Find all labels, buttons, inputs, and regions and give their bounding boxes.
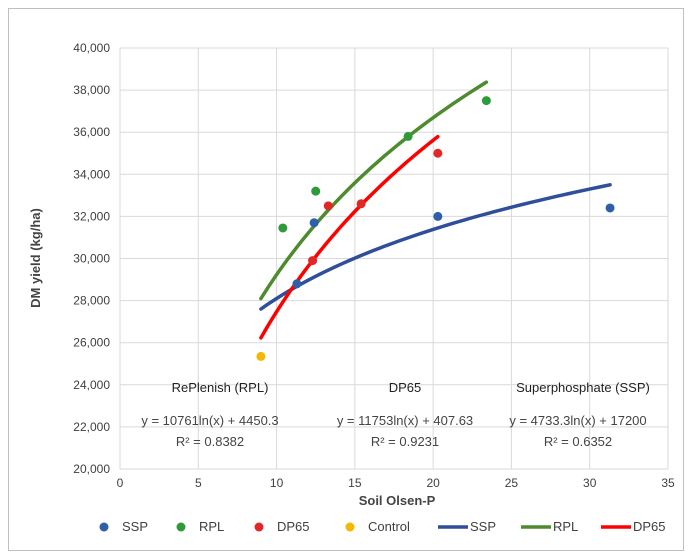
annotations: RePlenish (RPL) y = 10761ln(x) + 4450.3 … (141, 380, 650, 449)
x-tick-label: 0 (117, 476, 124, 490)
legend-label-trend-rpl: RPL (553, 519, 578, 534)
y-tick-label: 38,000 (73, 83, 110, 97)
grid (119, 47, 669, 470)
trendline-dp65 (259, 134, 440, 340)
annotation-equation-ssp: y = 4733.3ln(x) + 17200 (509, 413, 646, 428)
legend: SSP RPL DP65 Control SSP RPL DP65 (99, 519, 666, 534)
point-control (256, 351, 266, 361)
x-tick-label: 15 (348, 476, 362, 490)
legend-label-control: Control (368, 519, 410, 534)
data-points (256, 96, 615, 361)
annotation-equation-dp65: y = 11753ln(x) + 407.63 (337, 413, 473, 428)
legend-marker-ssp (99, 522, 109, 532)
annotation-r2-dp65: R² = 0.9231 (371, 434, 439, 449)
y-tick-label: 30,000 (73, 252, 110, 266)
annotation-label-rpl: RePlenish (RPL) (172, 380, 269, 395)
trendline-rpl (259, 80, 489, 301)
y-tick-label: 28,000 (73, 294, 110, 308)
point-dp65 (356, 199, 366, 209)
point-ssp (292, 279, 302, 289)
x-tick-label: 10 (270, 476, 284, 490)
x-axis-label: Soil Olsen-P (359, 493, 436, 508)
point-dp65 (433, 148, 443, 158)
x-tick-label: 5 (195, 476, 202, 490)
annotation-label-ssp: Superphosphate (SSP) (516, 380, 650, 395)
legend-marker-dp65 (254, 522, 264, 532)
point-rpl (311, 186, 321, 196)
point-ssp (605, 203, 615, 213)
legend-label-ssp: SSP (122, 519, 148, 534)
legend-marker-control (345, 522, 355, 532)
y-tick-label: 26,000 (73, 336, 110, 350)
legend-label-dp65: DP65 (277, 519, 310, 534)
y-tick-label: 24,000 (73, 378, 110, 392)
point-dp65 (308, 256, 318, 266)
x-tick-label: 25 (505, 476, 519, 490)
annotation-label-dp65: DP65 (389, 380, 422, 395)
y-tick-label: 22,000 (73, 420, 110, 434)
annotation-r2-ssp: R² = 0.6352 (544, 434, 612, 449)
axes: 20,000 22,000 24,000 26,000 28,000 30,000 32,0… (73, 41, 675, 490)
x-tick-label: 20 (426, 476, 440, 490)
trendline-ssp (259, 183, 612, 311)
x-tick-label: 35 (661, 476, 675, 490)
legend-marker-rpl (176, 522, 186, 532)
y-tick-label: 34,000 (73, 167, 110, 181)
chart-frame (8, 8, 684, 551)
point-rpl (481, 96, 491, 106)
point-rpl (278, 223, 288, 233)
point-ssp (309, 218, 319, 228)
point-ssp (433, 211, 443, 221)
annotation-r2-rpl: R² = 0.8382 (176, 434, 244, 449)
y-tick-label: 36,000 (73, 125, 110, 139)
y-tick-label: 20,000 (73, 462, 110, 476)
trendlines (259, 80, 612, 340)
legend-label-trend-ssp: SSP (470, 519, 496, 534)
legend-label-rpl: RPL (199, 519, 224, 534)
legend-label-trend-dp65: DP65 (633, 519, 666, 534)
y-axis-label: DM yield (kg/ha) (28, 208, 43, 308)
point-rpl (403, 131, 413, 141)
y-tick-label: 32,000 (73, 209, 110, 223)
point-dp65 (323, 201, 333, 211)
y-tick-label: 40,000 (73, 41, 110, 55)
annotation-equation-rpl: y = 10761ln(x) + 4450.3 (141, 413, 278, 428)
x-tick-label: 30 (583, 476, 597, 490)
